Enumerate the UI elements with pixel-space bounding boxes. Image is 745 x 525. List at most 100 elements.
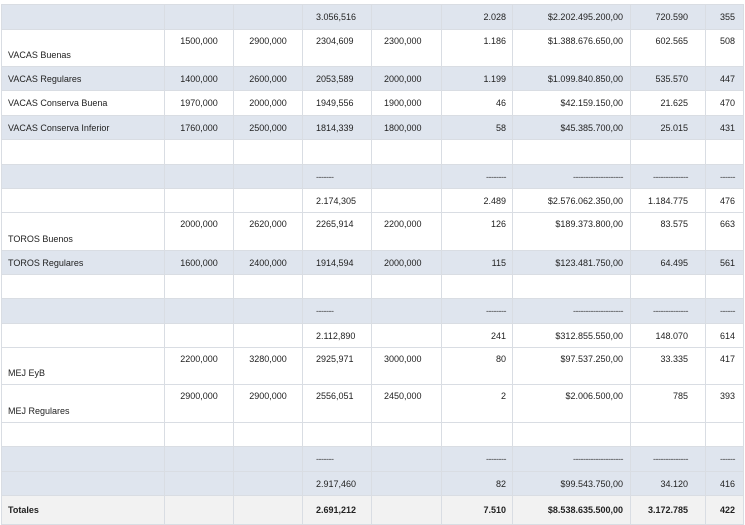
- table-row: 2.917,460 82 $99.543.750,00 34.120 416: [1, 471, 744, 496]
- ref-price-cell: 1900,000: [371, 90, 442, 116]
- avg-weight-cell: ------: [705, 164, 744, 189]
- avg-weight-cell: [705, 139, 744, 165]
- max-price-cell: 2620,000: [233, 212, 303, 251]
- category-cell: [1, 164, 165, 189]
- totals-category-cell: Totales: [1, 495, 165, 525]
- avg-weight-cell: ------: [705, 298, 744, 324]
- min-price-cell: 2900,000: [164, 384, 234, 423]
- table-row: MEJ EyB 2200,000 3280,000 2925,971 3000,000 8…: [1, 347, 744, 385]
- ref-price-cell: 2200,000: [371, 212, 442, 251]
- weight-cell: 21.625: [630, 90, 706, 116]
- ref-price-cell: [371, 298, 442, 324]
- max-price-cell: [233, 164, 303, 189]
- ref-price-cell: 3000,000: [371, 347, 442, 385]
- avg-weight-cell: 561: [705, 250, 744, 275]
- table-row: 3.056,516 2.028 $2.202.495.200,00 720.590 35…: [1, 4, 744, 30]
- totals-max-price-cell: [233, 495, 303, 525]
- total-amount-cell: $189.373.800,00: [512, 212, 631, 251]
- total-amount-cell: $2.202.495.200,00: [512, 4, 631, 30]
- category-cell: [1, 471, 165, 496]
- category-cell: MEJ EyB: [1, 347, 165, 385]
- total-amount-cell: $1.099.840.850,00: [512, 66, 631, 91]
- min-price-cell: [164, 422, 234, 447]
- avg-weight-cell: 470: [705, 90, 744, 116]
- avg-price-cell: 3.056,516: [302, 4, 372, 30]
- table-row: 2.174,305 2.489 $2.576.062.350,00 1.184.775…: [1, 188, 744, 213]
- avg-price-cell: -------: [302, 446, 372, 472]
- weight-cell: 25.015: [630, 115, 706, 140]
- total-amount-cell: --------------------: [512, 164, 631, 189]
- weight-cell: 535.570: [630, 66, 706, 91]
- table-row: MEJ Regulares 2900,000 2900,000 2556,051 245…: [1, 384, 744, 423]
- category-cell: [1, 422, 165, 447]
- avg-weight-cell: 476: [705, 188, 744, 213]
- avg-weight-cell: 393: [705, 384, 744, 423]
- total-amount-cell: $42.159.150,00: [512, 90, 631, 116]
- head-count-cell: 1.199: [441, 66, 513, 91]
- weight-cell: --------------: [630, 298, 706, 324]
- category-cell: TOROS Regulares: [1, 250, 165, 275]
- max-price-cell: 2900,000: [233, 384, 303, 423]
- avg-price-cell: [302, 274, 372, 299]
- avg-weight-cell: [705, 274, 744, 299]
- ref-price-cell: [371, 422, 442, 447]
- total-amount-cell: $312.855.550,00: [512, 323, 631, 348]
- head-count-cell: 2.028: [441, 4, 513, 30]
- total-amount-cell: $97.537.250,00: [512, 347, 631, 385]
- weight-cell: 148.070: [630, 323, 706, 348]
- ref-price-cell: 2300,000: [371, 29, 442, 67]
- head-count-cell: --------: [441, 164, 513, 189]
- category-cell: [1, 446, 165, 472]
- table-row: [1, 139, 744, 165]
- max-price-cell: 2600,000: [233, 66, 303, 91]
- avg-price-cell: 2053,589: [302, 66, 372, 91]
- livestock-summary-table: 3.056,516 2.028 $2.202.495.200,00 720.590 35…: [1, 4, 744, 525]
- table-row: VACAS Buenas 1500,000 2900,000 2304,609 2300…: [1, 29, 744, 67]
- head-count-cell: 2: [441, 384, 513, 423]
- category-cell: VACAS Regulares: [1, 66, 165, 91]
- min-price-cell: [164, 188, 234, 213]
- head-count-cell: 80: [441, 347, 513, 385]
- head-count-cell: 126: [441, 212, 513, 251]
- head-count-cell: 58: [441, 115, 513, 140]
- totals-weight-cell: 3.172.785: [630, 495, 706, 525]
- weight-cell: 83.575: [630, 212, 706, 251]
- weight-cell: [630, 422, 706, 447]
- avg-weight-cell: 416: [705, 471, 744, 496]
- avg-price-cell: 2.112,890: [302, 323, 372, 348]
- min-price-cell: 1500,000: [164, 29, 234, 67]
- max-price-cell: 2900,000: [233, 29, 303, 67]
- total-amount-cell: --------------------: [512, 298, 631, 324]
- avg-weight-cell: 663: [705, 212, 744, 251]
- category-cell: [1, 188, 165, 213]
- total-amount-cell: $99.543.750,00: [512, 471, 631, 496]
- head-count-cell: 241: [441, 323, 513, 348]
- weight-cell: 33.335: [630, 347, 706, 385]
- category-cell: [1, 274, 165, 299]
- avg-price-cell: [302, 422, 372, 447]
- table-row: TOROS Buenos 2000,000 2620,000 2265,914 2200…: [1, 212, 744, 251]
- table-row: ------- -------- -------------------- -----…: [1, 298, 744, 324]
- ref-price-cell: 2450,000: [371, 384, 442, 423]
- total-amount-cell: $45.385.700,00: [512, 115, 631, 140]
- max-price-cell: [233, 298, 303, 324]
- weight-cell: 1.184.775: [630, 188, 706, 213]
- max-price-cell: [233, 4, 303, 30]
- avg-price-cell: 2265,914: [302, 212, 372, 251]
- ref-price-cell: [371, 139, 442, 165]
- table-row: VACAS Regulares 1400,000 2600,000 2053,589 2…: [1, 66, 744, 91]
- ref-price-cell: 2000,000: [371, 250, 442, 275]
- avg-weight-cell: 355: [705, 4, 744, 30]
- total-amount-cell: --------------------: [512, 446, 631, 472]
- total-amount-cell: [512, 274, 631, 299]
- ref-price-cell: 2000,000: [371, 66, 442, 91]
- head-count-cell: [441, 274, 513, 299]
- weight-cell: --------------: [630, 164, 706, 189]
- totals-avg-price-cell: 2.691,212: [302, 495, 372, 525]
- total-amount-cell: $2.006.500,00: [512, 384, 631, 423]
- category-cell: [1, 298, 165, 324]
- totals-avg-weight-cell: 422: [705, 495, 744, 525]
- avg-weight-cell: 431: [705, 115, 744, 140]
- totals-ref-price-cell: [371, 495, 442, 525]
- head-count-cell: 115: [441, 250, 513, 275]
